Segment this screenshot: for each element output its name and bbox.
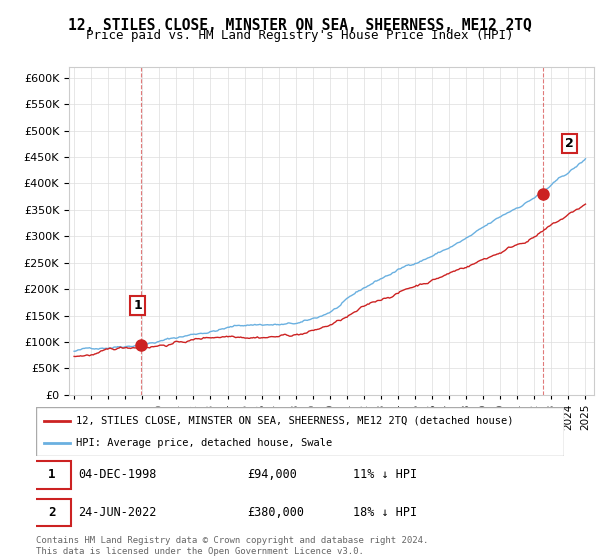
Text: Price paid vs. HM Land Registry's House Price Index (HPI): Price paid vs. HM Land Registry's House … [86,29,514,42]
Text: 18% ↓ HPI: 18% ↓ HPI [353,506,417,519]
Text: £380,000: £380,000 [247,506,304,519]
Text: Contains HM Land Registry data © Crown copyright and database right 2024.
This d: Contains HM Land Registry data © Crown c… [36,536,428,556]
Text: 2: 2 [48,506,56,519]
Text: 24-JUN-2022: 24-JUN-2022 [78,506,157,519]
Text: HPI: Average price, detached house, Swale: HPI: Average price, detached house, Swal… [76,437,332,447]
Text: £94,000: £94,000 [247,468,297,482]
FancyBboxPatch shape [33,461,71,488]
Text: 1: 1 [133,299,142,312]
Text: 1: 1 [48,468,56,482]
Text: 04-DEC-1998: 04-DEC-1998 [78,468,157,482]
Text: 12, STILES CLOSE, MINSTER ON SEA, SHEERNESS, ME12 2TQ: 12, STILES CLOSE, MINSTER ON SEA, SHEERN… [68,18,532,33]
Text: 12, STILES CLOSE, MINSTER ON SEA, SHEERNESS, ME12 2TQ (detached house): 12, STILES CLOSE, MINSTER ON SEA, SHEERN… [76,416,513,426]
FancyBboxPatch shape [33,499,71,526]
Text: 2: 2 [565,137,574,150]
Text: 11% ↓ HPI: 11% ↓ HPI [353,468,417,482]
